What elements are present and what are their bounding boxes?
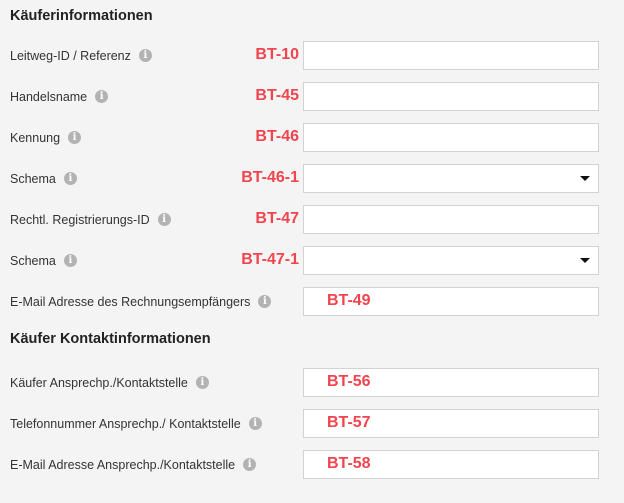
form-row: E-Mail Adresse Ansprechp./Kontaktstelle i… <box>0 450 624 479</box>
bt-annotation: BT-57 <box>327 414 371 431</box>
field-label: Handelsname i <box>10 82 109 111</box>
field-input[interactable] <box>303 409 599 438</box>
bt-annotation: BT-10 <box>255 46 299 63</box>
field-label-text: E-Mail Adresse des Rechnungsempfängers <box>10 294 251 309</box>
field-label-text: Telefonnummer Ansprechp./ Kontaktstelle <box>10 416 241 431</box>
info-icon[interactable]: i <box>243 458 257 471</box>
text-input[interactable] <box>304 451 598 478</box>
field-label-text: Rechtl. Registrierungs-ID <box>10 212 150 227</box>
field-label: Rechtl. Registrierungs-ID i <box>10 205 171 234</box>
bt-annotation: BT-46-1 <box>241 169 299 186</box>
field-input[interactable] <box>303 123 599 152</box>
info-icon[interactable]: i <box>68 131 82 144</box>
bt-annotation: BT-47 <box>255 210 299 227</box>
section-heading-buyer-info: Käuferinformationen <box>10 8 153 24</box>
bt-annotation: BT-45 <box>255 87 299 104</box>
field-label: E-Mail Adresse des Rechnungsempfängers i <box>10 287 272 316</box>
field-input[interactable] <box>303 368 599 397</box>
field-input[interactable] <box>303 82 599 111</box>
form-row: Schema i BT-46-1 <box>0 164 624 193</box>
info-icon[interactable]: i <box>157 213 171 226</box>
form-row: E-Mail Adresse des Rechnungsempfängers i B… <box>0 287 624 316</box>
chevron-down-icon[interactable] <box>580 258 590 263</box>
field-label: Schema i <box>10 164 77 193</box>
info-icon[interactable]: i <box>95 90 109 103</box>
field-label: E-Mail Adresse Ansprechp./Kontaktstelle i <box>10 450 257 479</box>
form-row: Käufer Ansprechp./Kontaktstelle i BT-56 <box>0 368 624 397</box>
text-input[interactable] <box>304 206 598 233</box>
bt-annotation: BT-58 <box>327 455 371 472</box>
field-input[interactable] <box>303 450 599 479</box>
field-label: Kennung i <box>10 123 82 152</box>
field-select[interactable] <box>303 246 599 275</box>
form-row: Leitweg-ID / Referenz i BT-10 <box>0 41 624 70</box>
info-icon[interactable]: i <box>195 376 209 389</box>
field-label-text: Schema <box>10 253 56 268</box>
field-label-text: Käufer Ansprechp./Kontaktstelle <box>10 375 188 390</box>
text-input[interactable] <box>304 410 598 437</box>
field-label: Schema i <box>10 246 77 275</box>
field-label-text: Kennung <box>10 130 61 145</box>
field-label-text: Handelsname <box>10 89 88 104</box>
info-icon[interactable]: i <box>258 295 272 308</box>
text-input[interactable] <box>304 83 598 110</box>
form-row: Schema i BT-47-1 <box>0 246 624 275</box>
field-input[interactable] <box>303 205 599 234</box>
field-label: Käufer Ansprechp./Kontaktstelle i <box>10 368 209 397</box>
form-row: Telefonnummer Ansprechp./ Kontaktstelle i… <box>0 409 624 438</box>
field-label-text: Schema <box>10 171 56 186</box>
form-row: Rechtl. Registrierungs-ID i BT-47 <box>0 205 624 234</box>
text-input[interactable] <box>304 124 598 151</box>
info-icon[interactable]: i <box>63 172 77 185</box>
field-label: Leitweg-ID / Referenz i <box>10 41 152 70</box>
section-heading-buyer-contact: Käufer Kontaktinformationen <box>10 331 211 347</box>
text-input[interactable] <box>304 288 598 315</box>
info-icon[interactable]: i <box>63 254 77 267</box>
bt-annotation: BT-49 <box>327 292 371 309</box>
text-input[interactable] <box>304 42 598 69</box>
form-row: Kennung i BT-46 <box>0 123 624 152</box>
info-icon[interactable]: i <box>248 417 262 430</box>
field-input[interactable] <box>303 41 599 70</box>
form-row: Handelsname i BT-45 <box>0 82 624 111</box>
bt-annotation: BT-46 <box>255 128 299 145</box>
chevron-down-icon[interactable] <box>580 176 590 181</box>
field-input[interactable] <box>303 287 599 316</box>
info-icon[interactable]: i <box>138 49 152 62</box>
bt-annotation: BT-56 <box>327 373 371 390</box>
field-label: Telefonnummer Ansprechp./ Kontaktstelle i <box>10 409 262 438</box>
bt-annotation: BT-47-1 <box>241 251 299 268</box>
field-label-text: Leitweg-ID / Referenz <box>10 48 131 63</box>
field-select[interactable] <box>303 164 599 193</box>
field-label-text: E-Mail Adresse Ansprechp./Kontaktstelle <box>10 457 236 472</box>
text-input[interactable] <box>304 369 598 396</box>
